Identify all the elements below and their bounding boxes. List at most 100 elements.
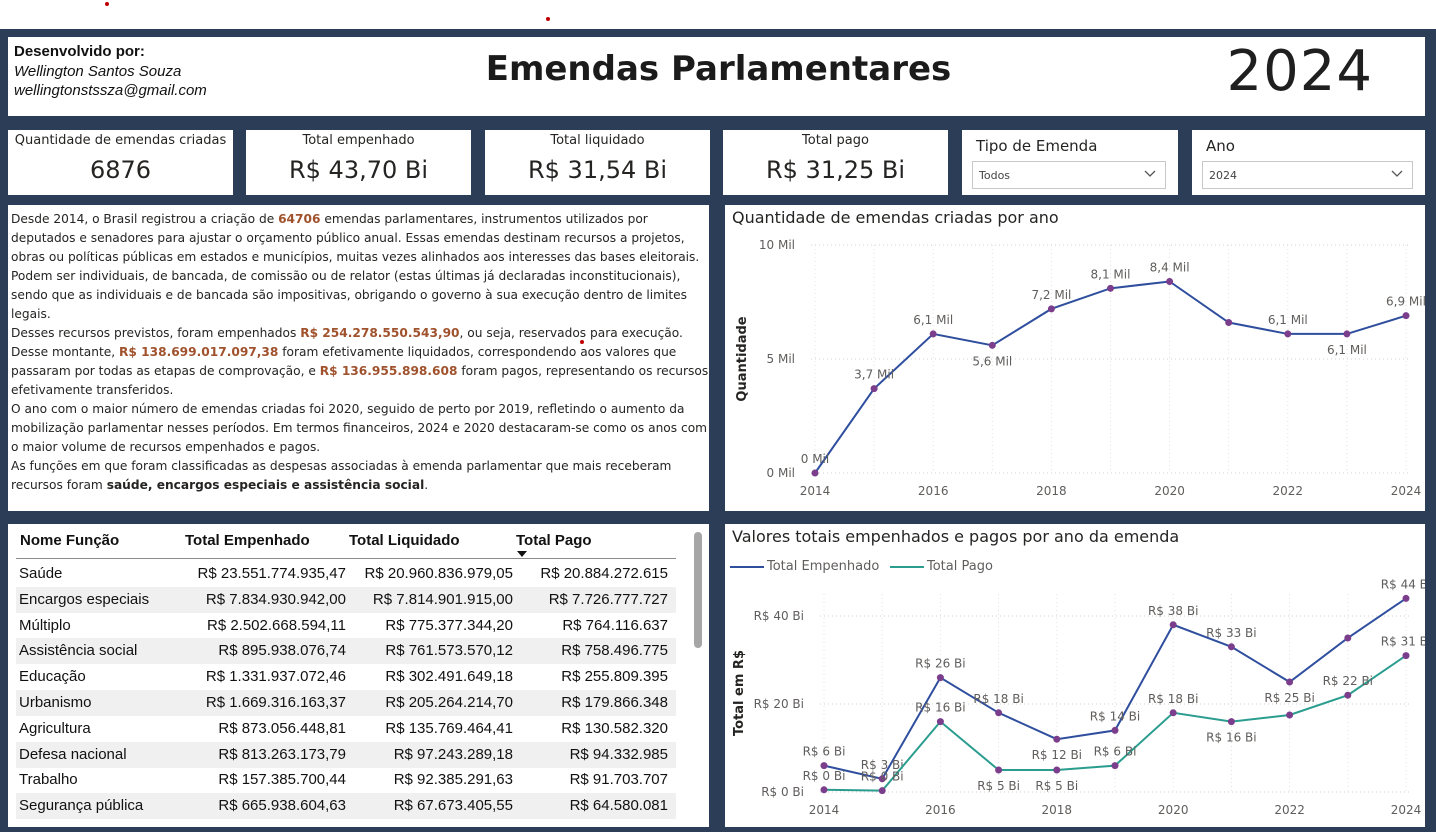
data-label: R$ 38 Bi xyxy=(1148,604,1198,618)
legend-swatch xyxy=(890,565,924,568)
cell-total-pago: R$ 7.726.777.727 xyxy=(548,590,668,608)
cell-total-pago: R$ 94.332.985 xyxy=(569,745,668,763)
tipo-emenda-dropdown[interactable]: Todos xyxy=(972,161,1166,189)
summary-text-run: , ou seja, reservados para execução. Des… xyxy=(11,326,683,359)
x-tick-label: 2024 xyxy=(1391,803,1422,817)
slicer-tipo-emenda: Tipo de Emenda Todos xyxy=(962,130,1178,195)
kpi-label: Total pago xyxy=(802,133,869,148)
kpi-card-liquidado: Total liquidado R$ 31,54 Bi xyxy=(485,130,710,195)
cell-total-pago: R$ 255.809.395 xyxy=(561,668,668,686)
table-row[interactable]: Educação R$ 1.331.937.072,46 R$ 302.491.64… xyxy=(16,664,676,690)
table-row[interactable]: Saúde R$ 23.551.774.935,47 R$ 20.960.836.9… xyxy=(16,561,676,587)
data-label: R$ 5 Bi xyxy=(1035,779,1078,793)
data-label: R$ 0 Bi xyxy=(861,770,904,784)
y-axis-label: Total em R$ xyxy=(732,650,747,736)
table-row[interactable]: Agricultura R$ 873.056.448,81 R$ 135.769.4… xyxy=(16,716,676,742)
y-tick-label: R$ 40 Bi xyxy=(754,609,804,623)
table-row[interactable]: Trabalho R$ 157.385.700,44 R$ 92.385.291,6… xyxy=(16,767,676,793)
data-label: 8,1 Mil xyxy=(1091,267,1131,281)
developer-name: Wellington Santos Souza xyxy=(14,63,182,80)
stray-dot xyxy=(580,340,584,344)
data-point xyxy=(1286,711,1294,719)
table-scrollbar[interactable] xyxy=(694,532,702,648)
summary-highlight: R$ 138.699.017.097,38 xyxy=(119,345,279,359)
page-title: Emendas Parlamentares xyxy=(485,49,952,89)
header-divider xyxy=(16,558,676,559)
chart-quantidade-panel: Quantidade de emendas criadas por ano 0 … xyxy=(725,205,1425,511)
y-tick-label: 5 Mil xyxy=(767,352,795,366)
column-header-total-liquidado[interactable]: Total Liquidado xyxy=(349,532,460,549)
kpi-card-pago: Total pago R$ 31,25 Bi xyxy=(723,130,948,195)
data-label: R$ 16 Bi xyxy=(1206,731,1256,745)
cell-total-empenhado: R$ 2.502.668.594,11 xyxy=(206,616,346,634)
kpi-card-quantidade: Quantidade de emendas criadas 6876 xyxy=(8,130,233,195)
data-point xyxy=(1111,762,1119,770)
ano-dropdown[interactable]: 2024 xyxy=(1202,161,1413,189)
data-label: 5,6 Mil xyxy=(972,354,1012,368)
data-label: R$ 6 Bi xyxy=(803,745,846,759)
chart-quantidade: 0 Mil 5 Mil 10 Mil 2014 2016 2018 2020 2022 2024… xyxy=(735,238,1425,498)
table-row[interactable]: Defesa nacional R$ 813.263.173,79 R$ 97.24… xyxy=(16,741,676,768)
cell-total-liquidado: R$ 92.385.291,63 xyxy=(393,771,513,789)
data-point xyxy=(1402,652,1410,660)
table-row[interactable]: Assistência social R$ 895.938.076,74 R$ 76… xyxy=(16,638,676,665)
summary-text-run: emendas parlamentares, instrumentos util… xyxy=(11,212,700,321)
data-label: 0 Mil xyxy=(801,452,829,466)
cell-total-empenhado: R$ 157.385.700,44 xyxy=(218,771,346,789)
legend-item-empenhado[interactable]: Total Empenhado xyxy=(730,559,879,574)
data-point xyxy=(1053,766,1061,774)
data-point xyxy=(1284,330,1292,338)
data-label: R$ 6 Bi xyxy=(1094,745,1137,759)
column-header-total-empenhado[interactable]: Total Empenhado xyxy=(185,532,310,549)
cell-nome-funcao: Agricultura xyxy=(19,719,91,737)
data-point xyxy=(1227,718,1235,726)
summary-text-run: O ano com o maior número de emendas cria… xyxy=(11,402,708,454)
data-label: R$ 0 Bi xyxy=(803,769,846,783)
table-row[interactable]: Encargos especiais R$ 7.834.930.942,00 R$ … xyxy=(16,586,676,613)
y-tick-label: R$ 20 Bi xyxy=(754,697,804,711)
dropdown-value: 2024 xyxy=(1209,169,1237,182)
kpi-label: Total liquidado xyxy=(550,133,645,148)
summary-panel: Desde 2014, o Brasil registrou a criação… xyxy=(8,205,709,511)
column-header-total-pago[interactable]: Total Pago xyxy=(516,532,592,549)
slicer-ano: Ano 2024 xyxy=(1192,130,1425,195)
data-point xyxy=(1402,594,1410,602)
chart-title: Valores totais empenhados e pagos por an… xyxy=(732,527,1180,546)
data-label: 6,9 Mil xyxy=(1386,295,1425,309)
data-label: R$ 18 Bi xyxy=(973,692,1023,706)
chart-valores: R$ 0 Bi R$ 20 Bi R$ 40 Bi 2014 2016 2018 2020 2… xyxy=(732,577,1425,817)
cell-total-liquidado: R$ 775.377.344,20 xyxy=(385,616,513,634)
cell-total-liquidado: R$ 135.769.464,41 xyxy=(385,719,513,737)
x-tick-label: 2020 xyxy=(1158,803,1189,817)
x-tick-label: 2018 xyxy=(1036,484,1067,498)
table-row[interactable]: Segurança pública R$ 665.938.604,63 R$ 67.… xyxy=(16,793,676,820)
summary-text-run: Desde 2014, o Brasil registrou a criação… xyxy=(11,212,279,226)
data-point xyxy=(995,766,1003,774)
cell-total-empenhado: R$ 1.669.316.163,37 xyxy=(205,694,346,711)
x-tick-label: 2024 xyxy=(1391,484,1422,498)
data-point xyxy=(1169,621,1177,629)
cell-nome-funcao: Assistência social xyxy=(19,642,138,660)
data-point xyxy=(1227,643,1235,651)
cell-total-empenhado: R$ 7.834.930.942,00 xyxy=(205,590,346,608)
cell-total-liquidado: R$ 67.673.405,55 xyxy=(393,797,513,815)
table-row[interactable]: Múltiplo R$ 2.502.668.594,11 R$ 775.377.34… xyxy=(16,613,676,639)
y-tick-label: R$ 0 Bi xyxy=(761,785,804,799)
data-label: R$ 44 Bi xyxy=(1381,577,1425,591)
kpi-card-empenhado: Total empenhado R$ 43,70 Bi xyxy=(246,130,471,195)
data-label: 6,1 Mil xyxy=(1327,343,1367,357)
cell-total-pago: R$ 20.884.272.615 xyxy=(540,565,668,582)
legend-swatch xyxy=(730,565,764,568)
column-header-nome-funcao[interactable]: Nome Função xyxy=(20,532,120,549)
legend-item-pago[interactable]: Total Pago xyxy=(890,559,993,574)
summary-highlight: R$ 254.278.550.543,90 xyxy=(300,326,460,340)
data-point xyxy=(929,330,937,338)
data-label: R$ 5 Bi xyxy=(977,779,1020,793)
data-label: R$ 3 Bi xyxy=(861,758,904,772)
table-row[interactable]: Urbanismo R$ 1.669.316.163,37 R$ 205.264.2… xyxy=(16,690,676,716)
stray-dot xyxy=(546,17,550,21)
y-axis-label: Quantidade xyxy=(735,316,750,401)
cell-total-pago: R$ 91.703.707 xyxy=(569,771,668,789)
data-label: 7,2 Mil xyxy=(1031,288,1071,302)
cell-nome-funcao: Defesa nacional xyxy=(19,745,127,763)
